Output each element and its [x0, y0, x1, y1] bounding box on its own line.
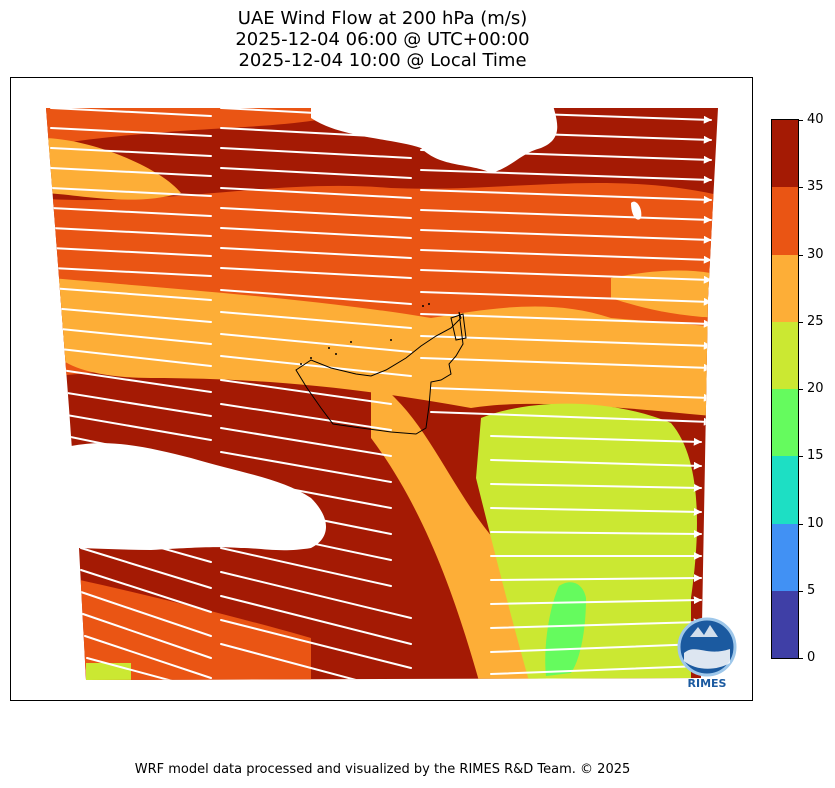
musandam-boundary — [450, 313, 467, 341]
speed-zone-25-30-nw — [46, 138, 181, 200]
colorbar-segment — [772, 523, 798, 591]
colorbar-tick-label: 10 — [807, 515, 824, 531]
rimes-logo: RIMES — [676, 613, 738, 691]
colorbar-tick-label: 0 — [807, 650, 816, 665]
colorbar-segment — [772, 389, 798, 457]
speed-zone-20-25 — [476, 403, 697, 680]
title-line-3: 2025-12-04 10:00 @ Local Time — [238, 50, 527, 71]
nodata-area-north — [311, 98, 558, 173]
title-line-2: 2025-12-04 06:00 @ UTC+00:00 — [235, 29, 530, 50]
title-line-1: UAE Wind Flow at 200 hPa (m/s) — [237, 8, 528, 29]
colorbar-segment — [772, 321, 798, 389]
colorbar-segment — [772, 456, 798, 524]
colorbar-tick — [799, 658, 803, 659]
colorbar-segment — [772, 120, 798, 188]
speed-zone-30-35-south — [71, 578, 311, 680]
colorbar-tick-label: 15 — [807, 448, 824, 464]
speed-zone-20-25-sw — [86, 663, 131, 680]
colorbar-tick-label: 5 — [807, 582, 816, 598]
colorbar-tick-label: 40 — [807, 112, 824, 127]
colorbar-tick-label: 20 — [807, 381, 824, 396]
wave-icon — [684, 649, 730, 669]
nodata-patch — [631, 201, 642, 220]
map-frame — [10, 77, 753, 701]
wind-vectors — [50, 108, 711, 680]
colorbar-segment — [772, 187, 798, 255]
speed-zone-25-30-south — [371, 378, 541, 680]
map-title: UAE Wind Flow at 200 hPa (m/s) 2025-12-0… — [0, 8, 765, 71]
colorbar-tick — [799, 590, 803, 592]
colorbar-tick-label: 30 — [807, 246, 824, 262]
mountain-icon — [690, 625, 718, 637]
nodata-area-west — [71, 443, 326, 551]
colorbar-segment — [772, 590, 798, 658]
wind-map — [46, 98, 718, 680]
logo-text: RIMES — [687, 677, 727, 690]
uae-boundary — [295, 311, 464, 435]
colorbar-tick — [799, 523, 803, 525]
colorbar — [771, 119, 799, 659]
colorbar-segment — [772, 254, 798, 322]
colorbar-tick-label: 35 — [807, 179, 824, 195]
colorbar-tick — [799, 389, 803, 390]
colorbar-tick — [799, 120, 803, 121]
vector-rows-south — [80, 547, 701, 680]
colorbar-tick-label: 25 — [807, 313, 824, 329]
uae-islands — [300, 303, 430, 365]
speed-zone-15-20 — [545, 582, 586, 676]
colorbar-tick — [799, 187, 803, 189]
colorbar-tick — [799, 254, 803, 256]
colorbar-tick — [799, 456, 803, 458]
speed-zone-25-30-ne — [611, 270, 718, 318]
credit-footer: WRF model data processed and visualized … — [134, 762, 631, 777]
logo-ring — [677, 617, 737, 677]
colorbar-tick — [799, 321, 803, 323]
